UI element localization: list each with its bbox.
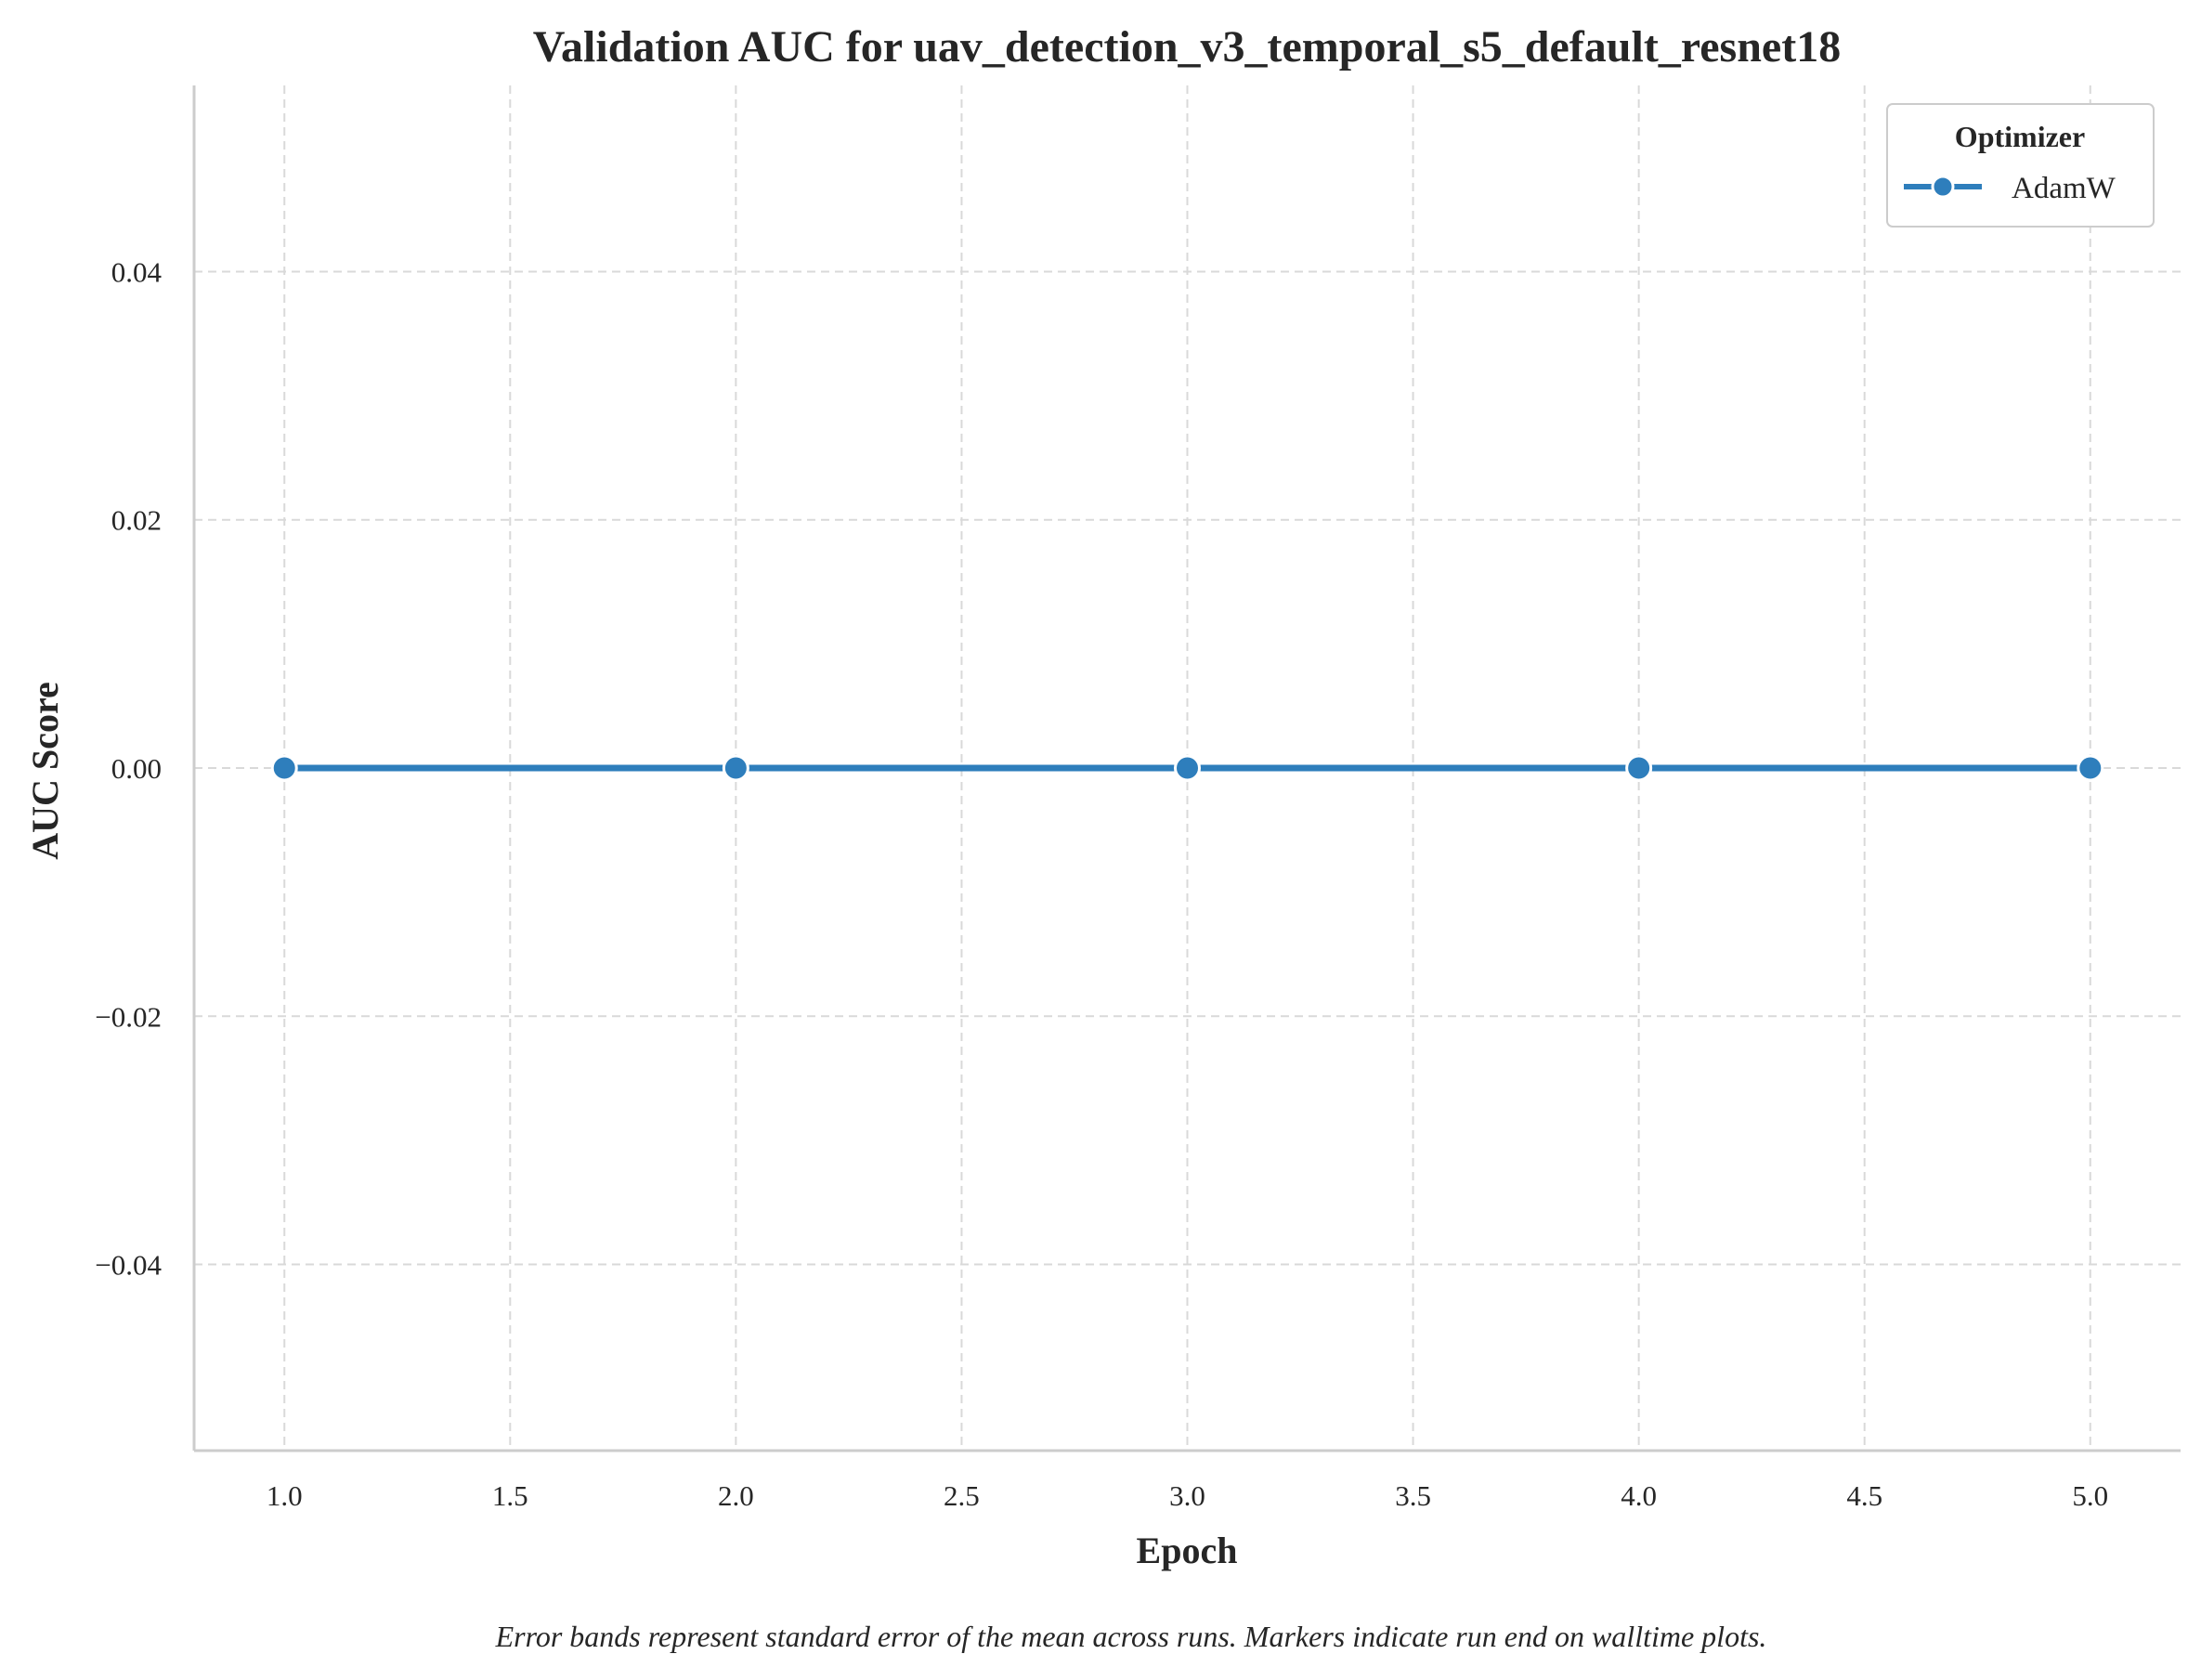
legend-entry-label: AdamW [2012, 172, 2116, 205]
y-tick-labels: −0.04 −0.02 0.00 0.02 0.04 [95, 255, 162, 1281]
y-tick-label: −0.04 [95, 1249, 162, 1282]
x-tick-label: 1.5 [492, 1479, 528, 1512]
data-point-marker [2077, 754, 2104, 782]
x-tick-label: 2.5 [944, 1479, 980, 1512]
y-tick-label: 0.04 [111, 255, 163, 288]
legend: Optimizer AdamW [1886, 103, 2155, 228]
data-point-marker [1174, 754, 1201, 782]
x-tick-label: 3.0 [1169, 1479, 1205, 1512]
legend-title: Optimizer [1955, 120, 2085, 153]
legend-box [1886, 103, 2155, 228]
y-tick-label: 0.00 [111, 752, 162, 785]
x-tick-label: 3.5 [1395, 1479, 1431, 1512]
footnote: Error bands represent standard error of … [495, 1620, 1767, 1653]
x-tick-label: 4.5 [1846, 1479, 1882, 1512]
data-point-marker [270, 754, 298, 782]
y-tick-label: −0.02 [95, 1000, 162, 1033]
y-axis-label: AUC Score [24, 682, 66, 859]
series-lines [270, 754, 2104, 782]
y-tick-label: 0.02 [111, 504, 162, 537]
data-point-marker [1625, 754, 1653, 782]
data-point-marker [722, 754, 749, 782]
x-axis-label: Epoch [1137, 1530, 1238, 1571]
x-tick-label: 1.0 [267, 1479, 303, 1512]
axes-spines [192, 85, 2181, 1452]
chart-title: Validation AUC for uav_detection_v3_temp… [533, 22, 1841, 72]
x-tick-labels: 1.0 1.5 2.0 2.5 3.0 3.5 4.0 4.5 5.0 [267, 1479, 2108, 1512]
x-tick-label: 4.0 [1621, 1479, 1657, 1512]
legend-marker-swatch [1931, 175, 1955, 199]
x-tick-label: 2.0 [718, 1479, 754, 1512]
x-tick-label: 5.0 [2072, 1479, 2108, 1512]
